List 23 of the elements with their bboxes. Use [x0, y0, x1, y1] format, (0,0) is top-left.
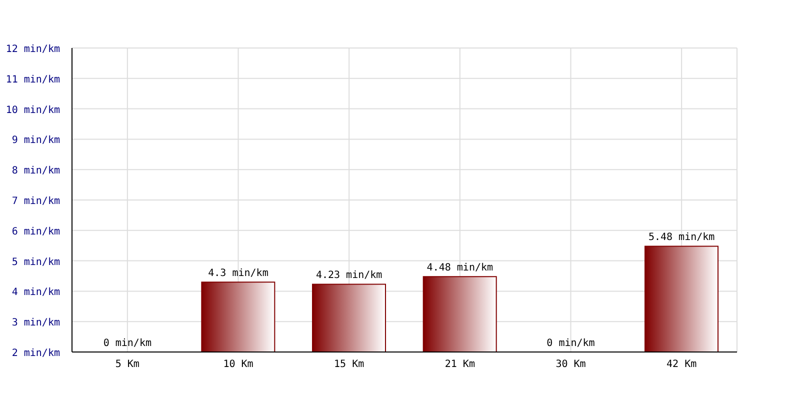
x-tick-label: 30 Km [556, 359, 586, 370]
y-tick-label: 12 min/km [6, 44, 60, 55]
y-tick-label: 2 min/km [12, 348, 60, 359]
x-tick-label: 21 Km [444, 359, 475, 370]
y-tick-label: 7 min/km [12, 196, 60, 207]
text: 0 min/km [546, 338, 595, 349]
data-label: 4.48 min/km [426, 262, 494, 274]
x-tick-label: 15 Km [334, 359, 364, 370]
x-tick-label: 42 Km [666, 359, 697, 370]
y-tick-label: 6 min/km [12, 226, 60, 238]
x-tick-label: 10 Km [223, 359, 254, 370]
y-tick-label: 3 min/km [12, 318, 60, 329]
y-tick-label: 9 min/km [12, 135, 60, 146]
y-tick-label: 4 min/km [12, 287, 60, 298]
text: 0 min/km [103, 338, 152, 349]
data-label: 4.23 min/km [316, 270, 382, 282]
y-tick-label: 8 min/km [12, 166, 60, 177]
y-tick-label: 11 min/km [6, 74, 60, 86]
y-tick-label: 5 min/km [12, 256, 60, 268]
y-tick-label: 10 min/km [6, 104, 60, 116]
data-label: 4.3 min/km [208, 268, 268, 280]
data-label: 5.48 min/km [648, 232, 715, 244]
x-tick-label: 5 Km [115, 359, 140, 370]
